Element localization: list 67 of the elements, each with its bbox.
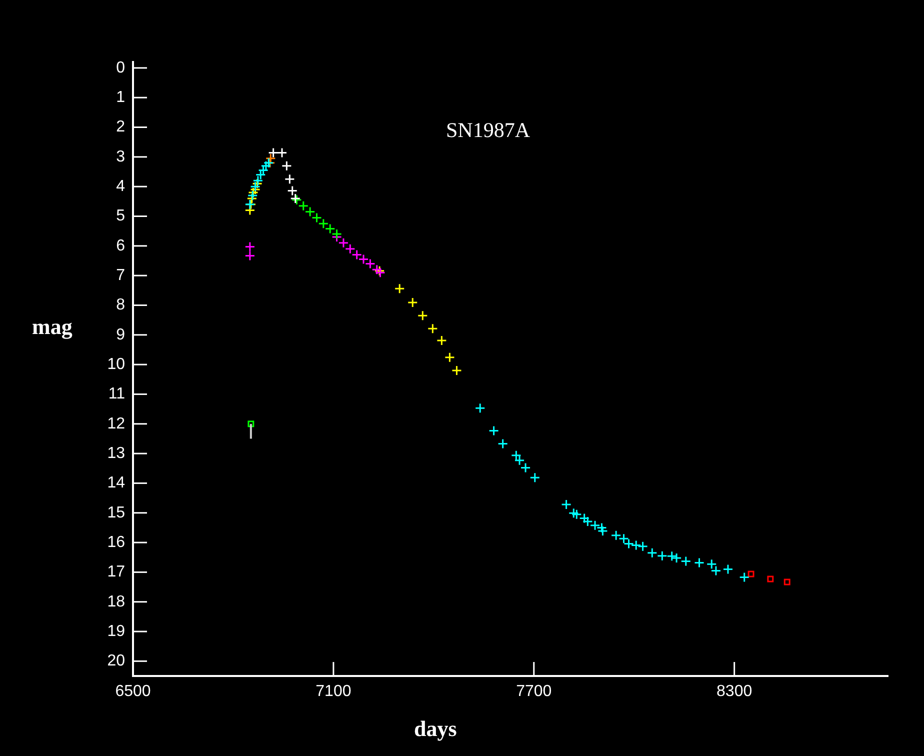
x-tick-label: 8300 [716,683,752,700]
point [748,570,754,578]
y-tick-label: 20 [107,652,126,670]
point [630,540,642,550]
y-tick-label: 2 [116,118,126,136]
y-tick-label: 19 [107,622,126,640]
point [244,242,256,252]
y-tick-label: 10 [107,356,126,373]
point [265,153,276,164]
y-tick-label: 11 [108,386,126,403]
point [247,190,258,201]
point [281,160,292,172]
x-tick-label: 7700 [516,683,552,700]
point [474,402,486,414]
point [407,297,418,308]
point [246,193,258,204]
y-tick-label: 4 [116,178,126,195]
point [394,283,405,294]
y-tick-label: 6 [116,237,126,254]
point [488,425,500,436]
point [444,352,455,363]
y-tick-label: 7 [116,266,126,284]
point [436,335,447,346]
point [268,148,279,158]
point [248,420,254,428]
y-tick-label: 8 [116,296,126,314]
y-tick-label: 15 [107,504,126,522]
y-tick-label: 9 [116,326,126,344]
x-axis-title: days [414,716,457,742]
point [568,508,579,518]
point [252,175,264,186]
point [694,557,704,568]
y-tick-label: 1 [116,89,126,106]
y-tick-label: 18 [107,593,126,610]
point [287,185,298,196]
point [722,564,734,574]
y-tick-label: 12 [107,415,126,432]
point [284,174,295,184]
point [427,323,438,334]
y-tick-label: 16 [107,534,126,551]
y-tick-label: 3 [116,148,126,166]
point [561,499,572,510]
point [530,472,540,483]
point [248,187,259,198]
y-tick-label: 13 [107,444,126,462]
point [767,576,774,582]
x-tick-label: 6500 [115,683,151,700]
text: SN1987A [446,118,530,143]
y-tick-label: 5 [116,208,126,225]
y-tick-label: 0 [116,59,126,76]
point [646,548,658,558]
point [680,556,692,566]
point [739,572,750,582]
point [244,250,256,261]
point [276,148,288,158]
point [250,181,261,192]
point [638,541,648,552]
point [656,550,668,562]
y-axis-title: mag [32,314,72,340]
point [252,178,263,189]
y-tick-label: 17 [107,564,126,581]
point [498,438,508,449]
point [451,365,462,376]
point [417,310,428,321]
x-tick-label: 7100 [316,683,352,700]
point [784,578,790,586]
y-tick-label: 14 [107,474,126,492]
